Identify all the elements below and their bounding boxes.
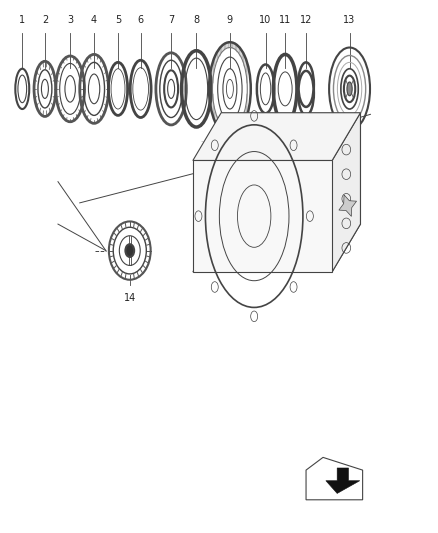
Text: 13: 13 xyxy=(343,15,356,25)
Polygon shape xyxy=(332,113,360,272)
Polygon shape xyxy=(221,113,360,224)
Polygon shape xyxy=(193,113,360,160)
Text: 4: 4 xyxy=(91,15,97,25)
Text: 10: 10 xyxy=(259,15,272,25)
Polygon shape xyxy=(193,160,332,272)
Ellipse shape xyxy=(125,244,134,257)
Text: 14: 14 xyxy=(124,293,136,303)
Text: 12: 12 xyxy=(300,15,312,25)
Text: 5: 5 xyxy=(115,15,121,25)
Text: 2: 2 xyxy=(42,15,48,25)
Polygon shape xyxy=(193,224,360,272)
Text: 8: 8 xyxy=(193,15,199,25)
Text: 1: 1 xyxy=(19,15,25,25)
Polygon shape xyxy=(339,195,357,216)
Text: 11: 11 xyxy=(279,15,291,25)
Text: 7: 7 xyxy=(168,15,174,25)
Text: 3: 3 xyxy=(67,15,73,25)
Text: 6: 6 xyxy=(138,15,144,25)
Text: 9: 9 xyxy=(227,15,233,25)
Polygon shape xyxy=(326,468,360,494)
Ellipse shape xyxy=(347,82,352,96)
